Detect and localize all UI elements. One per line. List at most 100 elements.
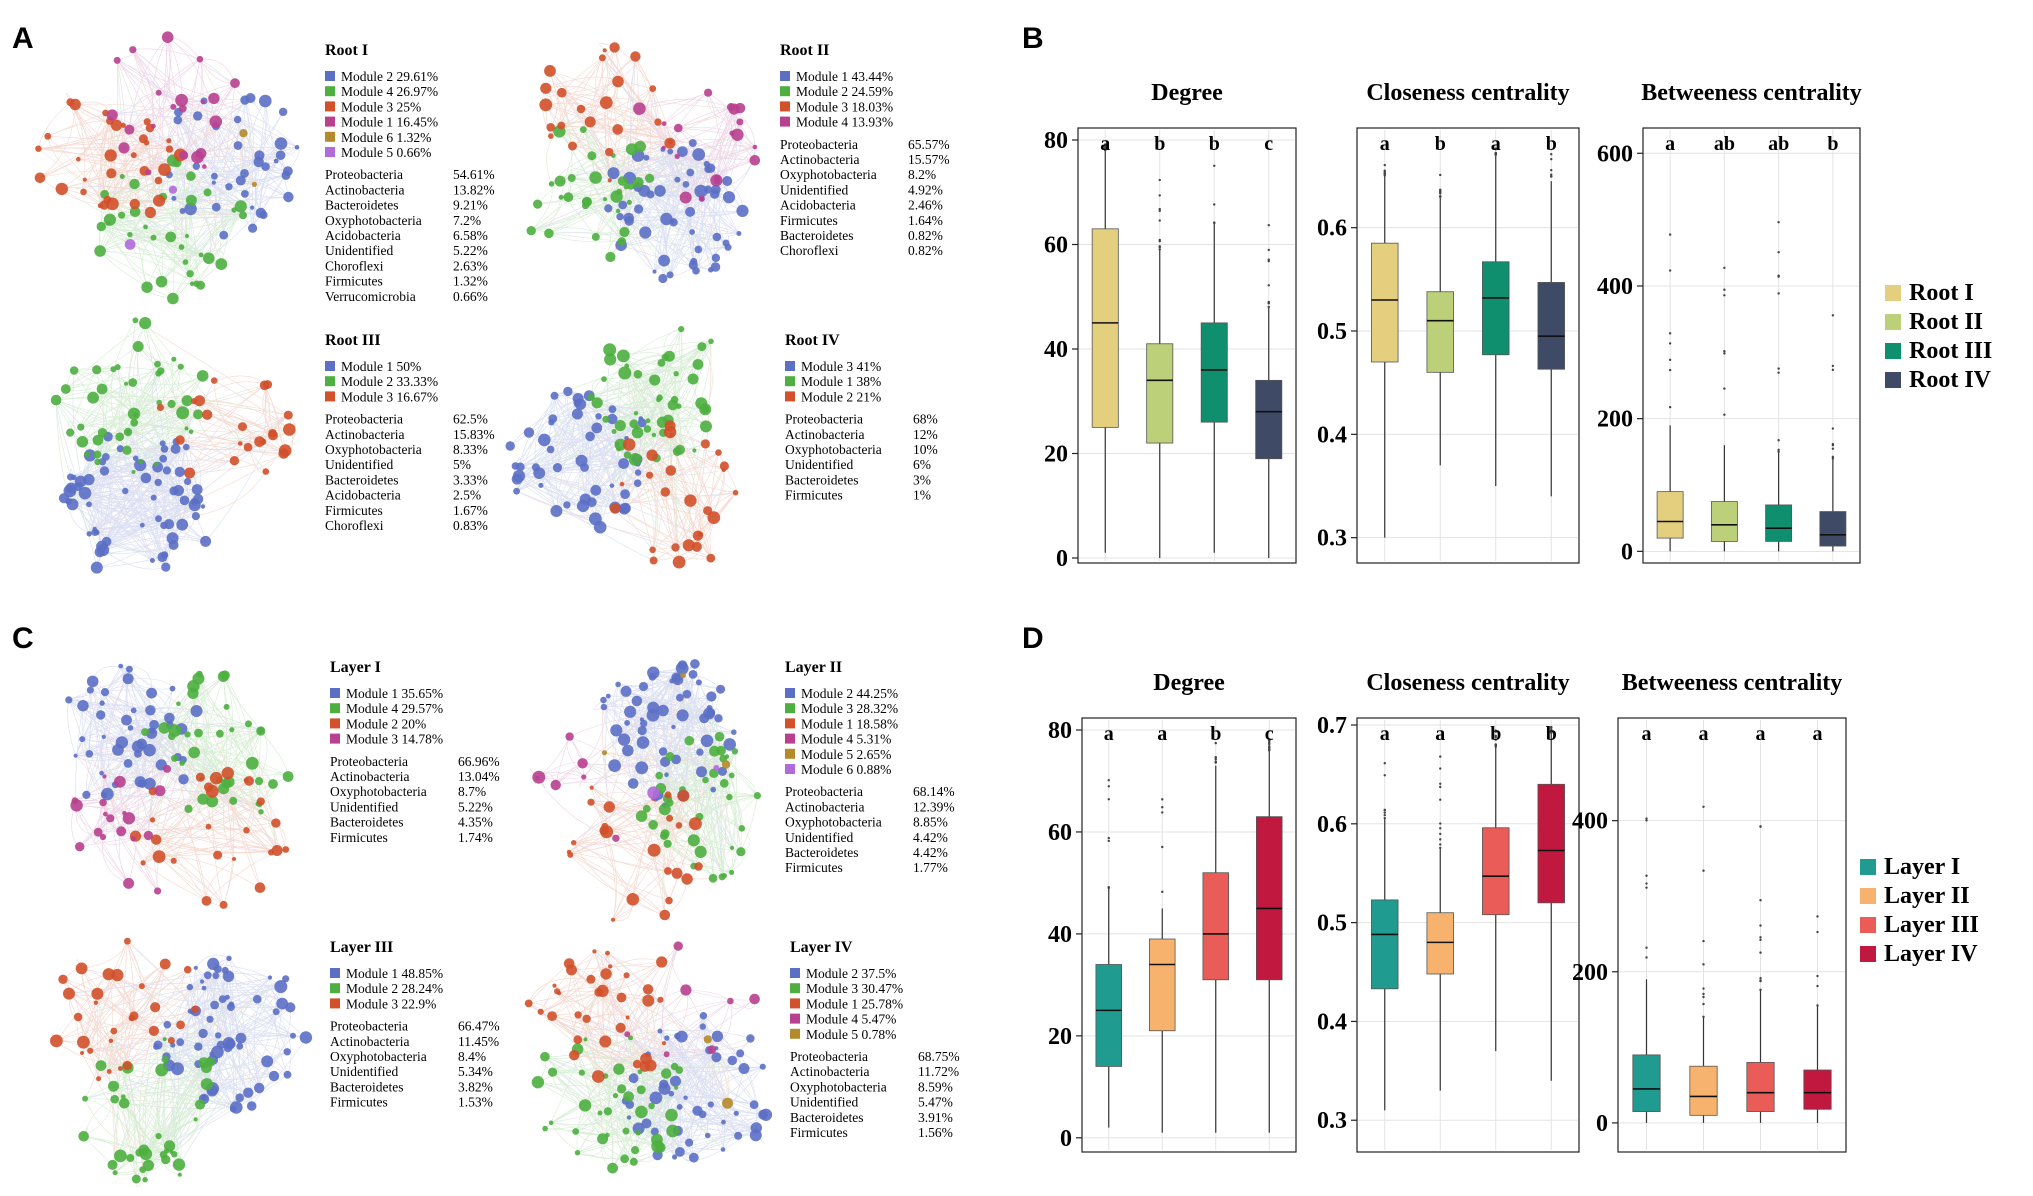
network-edge [549,70,610,181]
network-edge [626,186,665,261]
network-node [87,391,99,404]
network-node [118,211,126,219]
network-edge [619,216,655,272]
network-node [736,847,746,857]
network-edge [72,504,143,526]
network-edge [67,699,76,756]
network-node [118,142,130,154]
network-edge [662,149,707,165]
network-edge [171,1097,240,1153]
network-edge [132,49,182,101]
network-edge [638,185,743,212]
network-node [283,166,293,177]
network-node [601,822,609,830]
network-edge [132,48,201,60]
network-edge [685,109,735,198]
network-edge [137,346,165,450]
network-edge [621,233,717,246]
network-node [196,370,209,382]
network-edge [199,59,244,134]
network-node [102,774,107,779]
network-node [173,115,183,125]
network-edge [545,104,609,209]
network-edge [614,47,691,213]
network-node [175,435,185,445]
network-node [186,983,194,991]
network-node [225,183,233,191]
network-edge [179,439,284,454]
network-node [627,778,639,789]
network-node [235,1093,244,1102]
phylum-name: Verrucomicrobia [325,289,416,304]
network-node [157,552,168,563]
network-edge [80,382,133,428]
network-node [557,121,566,130]
network-node [544,228,554,239]
network-edge [613,167,711,178]
network-node [267,975,273,980]
network-node [609,483,615,488]
network-edge [38,147,170,150]
network-node [526,226,536,236]
phylum-value: 1% [913,488,931,503]
network-edge [107,223,188,240]
network-node [245,756,259,770]
network-node [582,202,590,210]
network-node [617,733,631,746]
network-node [571,840,577,846]
module-swatch [330,968,340,978]
network-node [203,188,212,197]
phylum-name: Proteobacteria [330,1019,408,1034]
network-edge [83,125,124,193]
network-edge [243,133,255,185]
network-edge [172,215,244,299]
network-node [245,93,256,103]
network-node [617,237,627,246]
module-label: Module 2 21% [801,389,881,404]
network-edge [646,157,675,223]
network-node [94,245,106,257]
network-edge [111,140,170,174]
network-edge [161,215,244,282]
network-node [706,691,717,702]
network-node [136,738,147,750]
network-edge [195,471,267,517]
network-edge [101,226,148,288]
phylum-value: 65.57% [908,137,950,152]
network-node [544,65,556,77]
network-edge [160,407,286,451]
network-node [153,1040,163,1050]
network-edge [215,125,289,172]
network-node [241,190,249,198]
network-node [680,672,686,679]
network-node [256,726,266,736]
network-node [151,123,156,129]
network-node [192,672,205,685]
network-node [268,1070,280,1082]
network-edge [263,385,270,442]
network-node [665,465,677,476]
network-edge [571,177,623,242]
network-edge [698,134,738,250]
network-node [196,55,204,63]
network-node [643,425,652,433]
network-node [176,406,190,420]
network-edge [104,173,245,195]
network-edge [144,323,165,449]
network-edge [97,439,167,568]
network-node [622,744,634,757]
network-edge [589,56,636,122]
network-edge [228,161,259,187]
network-node [696,748,704,756]
network-edge [55,399,187,429]
network-node [209,1051,214,1057]
network-node [558,194,564,200]
phylum-value: 68% [913,412,938,427]
network-edge [159,366,182,403]
network-node [722,176,733,186]
network-edge [207,414,284,454]
network-node [677,146,688,158]
phylum-name: Oxyphotobacteria [785,442,882,457]
network-edge [196,154,281,169]
network-edge [173,145,239,199]
